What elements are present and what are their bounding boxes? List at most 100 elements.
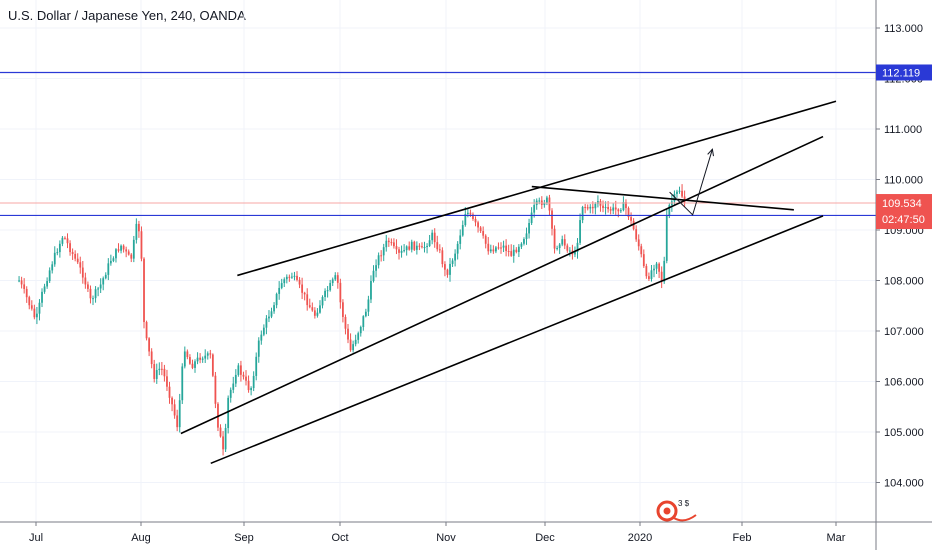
projection-path[interactable]	[669, 149, 713, 216]
candle-body	[247, 380, 250, 391]
candle-body	[410, 241, 413, 250]
candle-body	[382, 247, 385, 256]
candle-body	[607, 206, 610, 210]
candle-body	[278, 287, 281, 294]
candle-body	[347, 328, 349, 340]
candle-body	[319, 305, 321, 313]
logo-ring	[656, 500, 678, 522]
candle-body	[497, 247, 500, 249]
candle-body	[224, 428, 227, 450]
candle-body	[240, 365, 242, 375]
candle-body	[168, 386, 171, 398]
candle-body	[268, 316, 270, 319]
candle-body	[181, 366, 184, 401]
candle-body	[163, 368, 166, 377]
candle-body	[186, 351, 189, 358]
candle-body	[459, 235, 462, 244]
candle-body	[342, 302, 344, 317]
candle-body	[642, 254, 645, 267]
candle-body	[298, 279, 301, 285]
candle-body	[222, 436, 224, 450]
candle-body	[160, 368, 163, 370]
candle-body	[135, 223, 138, 240]
trendline[interactable]	[210, 215, 824, 465]
y-tick-label: 107.000	[884, 326, 924, 338]
candle-body	[303, 292, 306, 295]
candle-body	[548, 197, 551, 211]
trendline[interactable]	[531, 185, 794, 211]
y-tick-label: 104.000	[884, 478, 924, 490]
candle-body	[474, 218, 477, 223]
candle-body	[489, 249, 492, 252]
candle-body	[612, 207, 615, 211]
candle-body	[48, 270, 51, 282]
candle-body	[97, 288, 100, 290]
candle-body	[255, 356, 258, 376]
candle-body	[566, 245, 569, 251]
candle-body	[604, 206, 607, 208]
trendline[interactable]	[180, 135, 824, 435]
candle-body	[477, 222, 479, 228]
candle-body	[648, 276, 650, 279]
candle-body	[576, 242, 579, 252]
candle-body	[117, 249, 120, 251]
drawings[interactable]	[0, 71, 876, 465]
candle-body	[120, 245, 122, 251]
candle-body	[543, 202, 546, 205]
current-price-tag	[876, 194, 932, 230]
candle-body	[84, 277, 87, 285]
candle-body	[586, 207, 589, 209]
candle-body	[354, 339, 357, 345]
candle-body	[472, 214, 474, 219]
candle-body	[143, 258, 145, 323]
candle-body	[311, 307, 314, 311]
projection-arrowhead	[707, 148, 714, 157]
candle-body	[127, 251, 130, 255]
candle-body	[334, 275, 337, 280]
candle-body	[461, 225, 464, 236]
candle-body	[393, 242, 395, 247]
x-tick-label: Dec	[535, 532, 555, 544]
candle-body	[579, 220, 581, 243]
candle-body	[370, 281, 372, 300]
x-tick-label: Oct	[331, 532, 348, 544]
trendline[interactable]	[237, 100, 837, 277]
candle-body	[438, 249, 441, 251]
candle-body	[627, 208, 630, 218]
candle-body	[398, 249, 400, 253]
candle-body	[38, 302, 41, 314]
candle-body	[421, 246, 423, 248]
candle-body	[232, 383, 235, 390]
candle-body	[609, 209, 612, 211]
candle-body	[602, 205, 604, 208]
candle-body	[640, 246, 643, 255]
candle-body	[262, 327, 265, 335]
candle-body	[122, 245, 125, 250]
candle-body	[61, 237, 64, 244]
logo-swoosh	[673, 514, 697, 522]
candle-body	[79, 262, 82, 268]
candle-body	[250, 388, 253, 391]
candle-body	[561, 239, 564, 245]
candle-body	[109, 260, 112, 264]
candle-body	[681, 190, 683, 197]
candle-body	[464, 214, 467, 226]
candle-body	[517, 246, 520, 253]
candle-body	[316, 312, 319, 316]
candle-body	[206, 353, 209, 356]
candle-body	[375, 265, 377, 271]
candle-body	[145, 322, 148, 339]
tradingview-logo: 3 $	[656, 497, 700, 525]
candle-body	[500, 247, 502, 249]
candle-body	[584, 206, 587, 208]
candle-body	[520, 243, 523, 247]
candle-body	[635, 229, 638, 240]
candle-body	[194, 361, 196, 368]
candle-body	[395, 246, 398, 250]
level-price-tag	[876, 64, 932, 81]
candle-body	[53, 252, 56, 265]
candle-body	[306, 294, 309, 306]
candle-body	[270, 311, 273, 317]
candle-body	[625, 202, 627, 209]
